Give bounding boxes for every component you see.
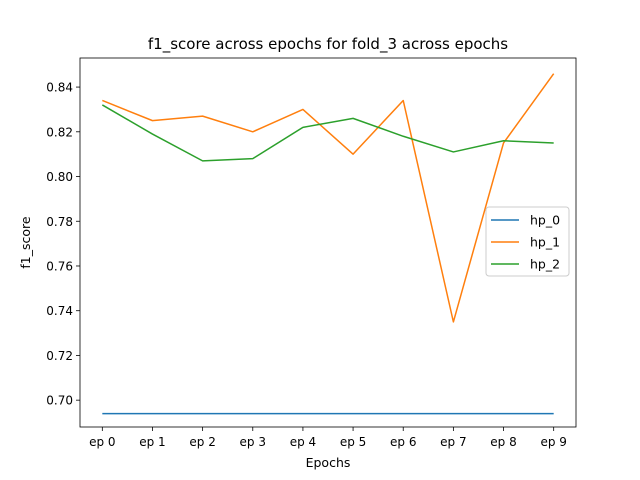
x-tick-label: ep 5: [340, 435, 366, 449]
x-axis-label: Epochs: [306, 455, 351, 470]
y-tick-label: 0.70: [46, 394, 73, 408]
x-tick-label: ep 9: [540, 435, 566, 449]
x-tick-label: ep 7: [440, 435, 466, 449]
x-axis-ticks: ep 0 ep 1 ep 2 ep 3 ep 4 ep 5 ep 6 ep 7 ep 8 ep 9: [89, 427, 567, 449]
series-line-hp_2: [101, 104, 554, 162]
series-line-hp_1: [102, 73, 555, 323]
y-axis-ticks: 0.70 0.72 0.74 0.76 0.78 0.80 0.82 0.84: [46, 81, 80, 408]
x-tick-label: ep 0: [89, 435, 115, 449]
x-tick-label: ep 4: [290, 435, 316, 449]
series-layer: [101, 73, 555, 415]
y-tick-label: 0.72: [46, 349, 73, 363]
y-tick-label: 0.82: [46, 125, 73, 139]
plot-frame: [79, 57, 577, 428]
y-axis-label: f1_score: [18, 216, 33, 269]
x-tick-label: ep 2: [189, 435, 215, 449]
legend-label-hp_2: hp_2: [530, 257, 560, 272]
y-tick-label: 0.76: [46, 259, 73, 273]
y-tick-label: 0.74: [46, 304, 73, 318]
x-tick-label: ep 1: [139, 435, 165, 449]
legend-label-hp_1: hp_1: [530, 235, 560, 250]
x-tick-label: ep 3: [240, 435, 266, 449]
y-tick-label: 0.80: [46, 170, 73, 184]
legend-label-hp_0: hp_0: [530, 213, 560, 228]
legend-box: [485, 206, 570, 277]
y-tick-label: 0.78: [46, 215, 73, 229]
legend: hp_0 hp_1 hp_2: [485, 206, 570, 277]
x-tick-label: ep 8: [490, 435, 516, 449]
y-tick-label: 0.84: [46, 81, 73, 95]
chart-title: f1_score across epochs for fold_3 across…: [148, 35, 508, 54]
x-tick-label: ep 6: [390, 435, 416, 449]
